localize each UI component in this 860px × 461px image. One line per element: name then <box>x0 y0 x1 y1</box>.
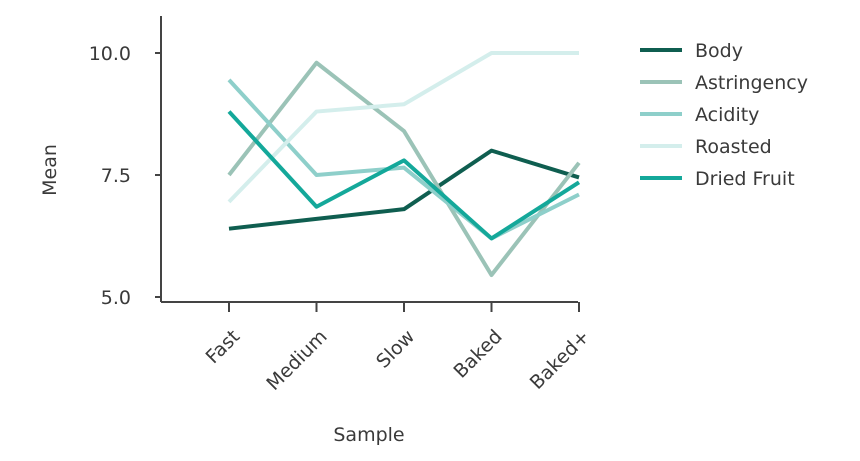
legend-item-roasted: Roasted <box>640 136 772 158</box>
x-tick-label-medium: Medium <box>262 326 331 395</box>
y-tick-label: 7.5 <box>101 165 131 187</box>
x-tick-label-slow: Slow <box>372 326 419 373</box>
legend-item-body: Body <box>640 40 743 62</box>
series-line-roasted <box>227 51 579 204</box>
series-line-dried-fruit <box>227 110 581 241</box>
legend-label: Body <box>695 40 743 62</box>
legend-item-dried-fruit: Dried Fruit <box>640 168 795 190</box>
legend-label: Astringency <box>695 72 808 94</box>
legend-item-acidity: Acidity <box>640 104 759 126</box>
axes <box>160 16 578 303</box>
x-tick-label-baked: Baked+ <box>526 326 594 394</box>
y-axis-title: Mean <box>39 144 61 196</box>
legend-label: Acidity <box>695 104 759 126</box>
series-line-body <box>228 148 580 231</box>
x-axis-title: Sample <box>333 424 404 446</box>
legend-label: Roasted <box>695 136 772 158</box>
series-lines <box>227 51 581 278</box>
x-tick-label-baked: Baked <box>450 326 507 383</box>
legend-item-astringency: Astringency <box>640 72 808 94</box>
series-line-astringency <box>227 60 581 278</box>
x-tick-label-fast: Fast <box>202 326 245 369</box>
legend: Body Astringency Acidity Roasted Dried Fruit <box>640 40 808 190</box>
y-tick-label: 10.0 <box>89 43 131 65</box>
y-ticks: 5.0 7.5 10.0 <box>89 43 161 309</box>
y-tick-label: 5.0 <box>101 287 131 309</box>
x-ticks: Fast Medium Slow Baked Baked+ <box>202 302 594 395</box>
legend-label: Dried Fruit <box>695 168 795 190</box>
